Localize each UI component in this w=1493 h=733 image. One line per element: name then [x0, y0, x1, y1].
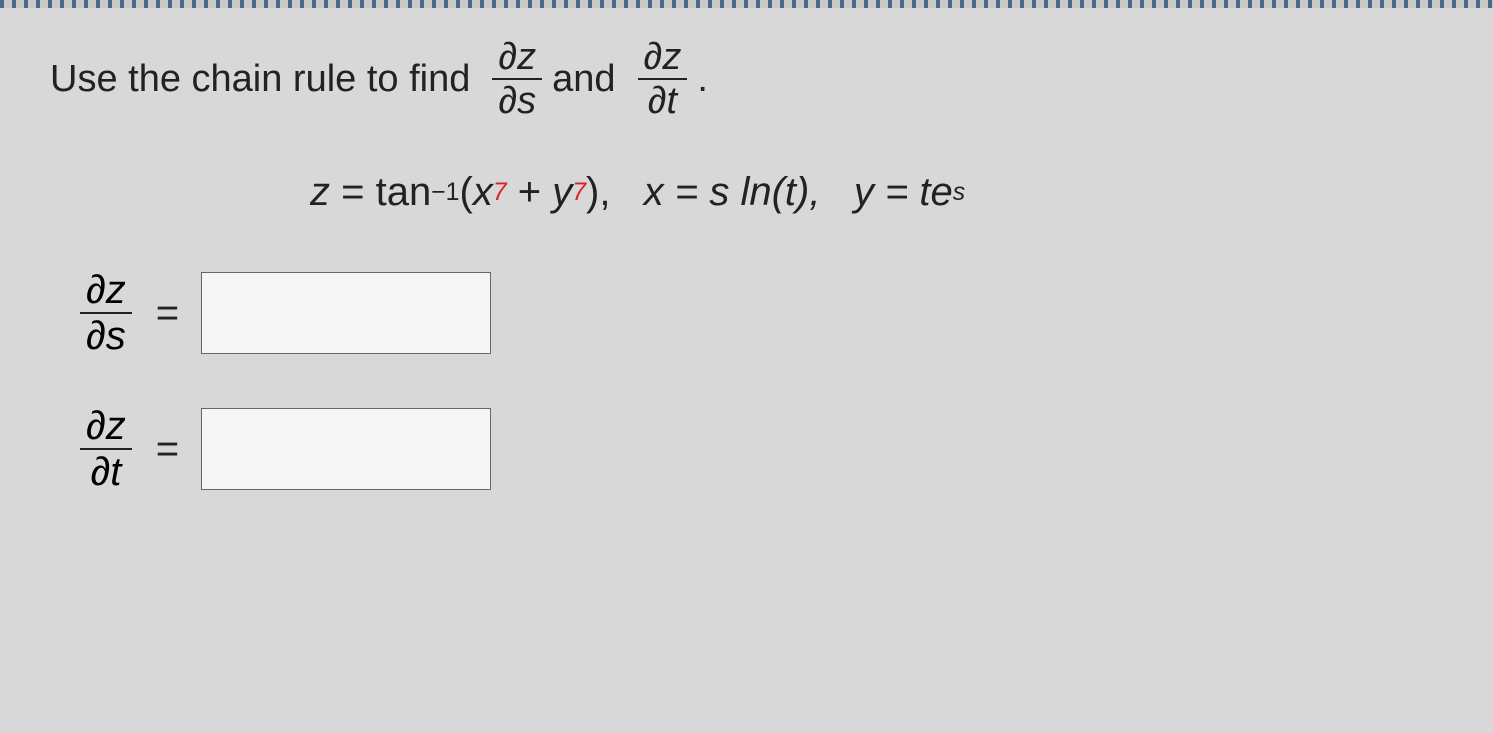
fraction-numerator: ∂z [80, 270, 132, 314]
fraction-denominator: ∂s [80, 314, 132, 356]
eq-y: y [552, 170, 572, 215]
fraction-numerator: ∂z [80, 406, 132, 450]
answer-fraction-dz-dt: ∂z ∂t [80, 406, 132, 492]
answer-row-dz-ds: ∂z ∂s = [70, 270, 1443, 356]
eq-gap2 [820, 170, 853, 215]
fraction-denominator: ∂t [642, 80, 683, 120]
question-prompt-line: Use the chain rule to find ∂z ∂s and ∂z … [50, 38, 1443, 120]
answer-fraction-dz-ds: ∂z ∂s [80, 270, 132, 356]
eq-plus: + [507, 170, 553, 215]
dashed-top-border [0, 0, 1493, 8]
answer-input-dz-ds[interactable] [201, 272, 491, 354]
eq-z: z [310, 170, 330, 215]
eq-x-lhs: x [644, 170, 664, 215]
fraction-dz-dt: ∂z ∂t [638, 38, 688, 120]
fraction-denominator: ∂s [492, 80, 542, 120]
equals-sign: = [156, 427, 179, 472]
eq-tan: tan [376, 170, 432, 215]
eq-gap [610, 170, 643, 215]
eq-equals: = [330, 170, 376, 215]
answer-input-dz-dt[interactable] [201, 408, 491, 490]
prompt-period: . [697, 58, 708, 101]
eq-y-lhs: y [854, 170, 874, 215]
prompt-text: Use the chain rule to find [50, 58, 470, 101]
fraction-numerator: ∂z [638, 38, 688, 80]
eq-x: x [473, 170, 493, 215]
question-content: Use the chain rule to find ∂z ∂s and ∂z … [0, 8, 1493, 572]
eq-y-rhs: = te [874, 170, 953, 215]
eq-lparen: ( [459, 170, 472, 215]
equals-sign: = [156, 291, 179, 336]
eq-rparen: ), [586, 170, 610, 215]
answer-row-dz-dt: ∂z ∂t = [70, 406, 1443, 492]
fraction-denominator: ∂t [84, 450, 127, 492]
prompt-conjunction: and [552, 58, 615, 101]
fraction-numerator: ∂z [492, 38, 542, 80]
equation-definition: z = tan −1 ( x 7 + y 7 ), x = s ln(t), y… [310, 170, 1443, 215]
fraction-dz-ds: ∂z ∂s [492, 38, 542, 120]
eq-x-rhs: = s ln(t), [664, 170, 821, 215]
